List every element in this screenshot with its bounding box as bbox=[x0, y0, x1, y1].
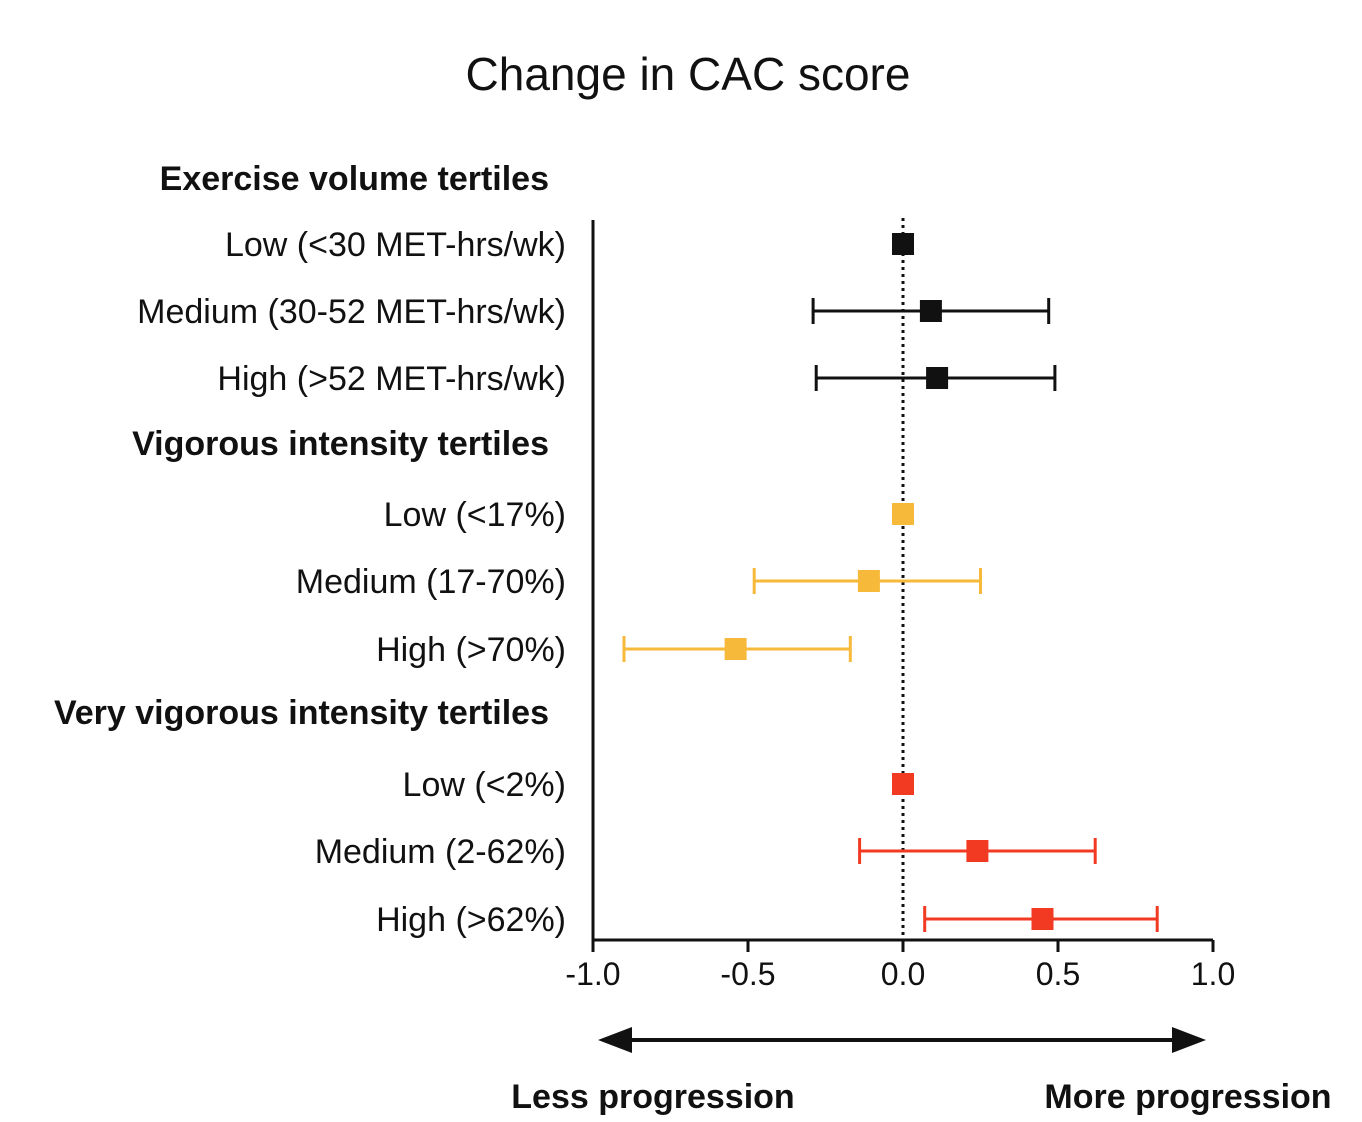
x-tick-label: -1.0 bbox=[565, 956, 620, 992]
row-label: Medium (30-52 MET-hrs/wk) bbox=[137, 293, 566, 331]
x-tick-label: 0.0 bbox=[881, 956, 925, 992]
labels-layer: Exercise volume tertiles Low (<30 MET-hrs… bbox=[54, 160, 566, 939]
point-estimate bbox=[892, 233, 914, 255]
row-label: Medium (2-62%) bbox=[315, 833, 566, 871]
data-marks bbox=[622, 233, 1159, 932]
row-label: High (>52 MET-hrs/wk) bbox=[217, 360, 566, 398]
point-estimate bbox=[926, 367, 949, 389]
row-label: High (>62%) bbox=[376, 901, 566, 939]
point-estimate bbox=[724, 638, 747, 660]
x-tick-label: 1.0 bbox=[1191, 956, 1235, 992]
row-label: Medium (17-70%) bbox=[296, 563, 566, 601]
arrow-right-icon bbox=[1172, 1027, 1206, 1053]
row-label: Low (<17%) bbox=[384, 496, 566, 534]
row-label: Low (<2%) bbox=[403, 766, 566, 804]
point-estimate bbox=[857, 570, 880, 592]
chart-title: Change in CAC score bbox=[466, 48, 911, 100]
direction-arrow bbox=[598, 1027, 1206, 1053]
less-progression-label: Less progression bbox=[511, 1078, 794, 1116]
x-tick-label: 0.5 bbox=[1036, 956, 1080, 992]
more-progression-label: More progression bbox=[1044, 1078, 1331, 1116]
group-label: Exercise volume tertiles bbox=[160, 160, 549, 198]
group-label: Vigorous intensity tertiles bbox=[132, 425, 549, 463]
x-tick-label: -0.5 bbox=[720, 956, 775, 992]
point-estimate bbox=[892, 773, 914, 795]
point-estimate bbox=[966, 840, 989, 862]
point-estimate bbox=[1031, 908, 1054, 930]
row-label: High (>70%) bbox=[376, 631, 566, 669]
x-axis-ticks: -1.0 -0.5 0.0 0.5 1.0 bbox=[565, 940, 1235, 992]
point-estimate bbox=[919, 300, 942, 322]
point-estimate bbox=[892, 503, 914, 525]
row-label: Low (<30 MET-hrs/wk) bbox=[225, 226, 566, 264]
arrow-left-icon bbox=[598, 1027, 632, 1053]
group-label: Very vigorous intensity tertiles bbox=[54, 694, 549, 732]
